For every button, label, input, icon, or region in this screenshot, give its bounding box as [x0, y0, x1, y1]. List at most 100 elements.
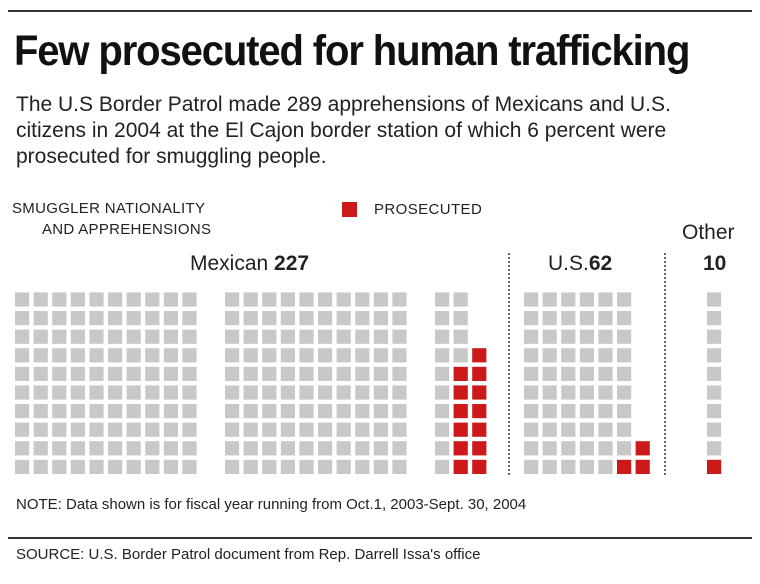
apprehension-square-us	[579, 441, 594, 456]
apprehension-square-mexican	[15, 385, 30, 400]
apprehension-square-mexican	[70, 329, 85, 344]
apprehension-square-mexican	[280, 404, 295, 419]
apprehension-square-mexican	[373, 329, 388, 344]
apprehension-square-mexican	[70, 366, 85, 381]
apprehension-square-us	[524, 292, 539, 307]
apprehension-square-mexican	[52, 311, 67, 326]
divider-mexican-us	[508, 253, 510, 475]
apprehension-square-mexican	[336, 385, 351, 400]
prosecuted-square-us	[635, 441, 650, 456]
apprehension-square-mexican	[52, 329, 67, 344]
apprehension-square-mexican	[126, 385, 141, 400]
prosecuted-square-mexican	[472, 366, 487, 381]
apprehension-square-mexican	[33, 404, 48, 419]
apprehension-square-mexican	[70, 441, 85, 456]
apprehension-square-mexican	[225, 292, 240, 307]
apprehension-square-us	[579, 422, 594, 437]
apprehension-square-mexican	[336, 441, 351, 456]
apprehension-square-mexican	[392, 329, 407, 344]
apprehension-square-mexican	[280, 329, 295, 344]
apprehension-square-mexican	[373, 385, 388, 400]
prosecuted-square-mexican	[453, 404, 468, 419]
apprehension-square-mexican	[108, 292, 123, 307]
apprehension-square-us	[561, 348, 576, 363]
apprehension-square-mexican	[336, 422, 351, 437]
apprehension-square-other	[707, 311, 722, 326]
apprehension-square-mexican	[336, 329, 351, 344]
apprehension-square-mexican	[225, 422, 240, 437]
prosecuted-square-mexican	[472, 348, 487, 363]
apprehension-square-us	[598, 404, 613, 419]
apprehension-square-other	[707, 292, 722, 307]
apprehension-square-mexican	[108, 366, 123, 381]
apprehension-square-mexican	[52, 404, 67, 419]
apprehension-square-us	[617, 422, 632, 437]
apprehension-square-mexican	[163, 404, 178, 419]
apprehension-square-mexican	[262, 404, 277, 419]
apprehension-square-us	[542, 329, 557, 344]
apprehension-square-us	[617, 404, 632, 419]
apprehension-square-mexican	[262, 366, 277, 381]
legend-prosecuted: PROSECUTED	[342, 200, 482, 218]
bottom-rule	[8, 537, 752, 539]
apprehension-square-mexican	[336, 311, 351, 326]
apprehension-square-mexican	[299, 329, 314, 344]
apprehension-square-mexican	[33, 329, 48, 344]
apprehension-square-us	[579, 311, 594, 326]
apprehension-square-mexican	[243, 459, 258, 474]
chart-subtitle: The U.S Border Patrol made 289 apprehens…	[16, 93, 671, 168]
prosecuted-square-mexican	[472, 441, 487, 456]
apprehension-square-mexican	[392, 385, 407, 400]
apprehension-square-mexican	[15, 404, 30, 419]
apprehension-square-mexican	[182, 422, 197, 437]
apprehension-square-mexican	[145, 311, 160, 326]
apprehension-square-mexican	[70, 422, 85, 437]
apprehension-square-mexican	[392, 459, 407, 474]
apprehension-square-us	[561, 459, 576, 474]
apprehension-square-us	[617, 385, 632, 400]
apprehension-square-mexican	[225, 348, 240, 363]
source-line: SOURCE: U.S. Border Patrol document from…	[16, 546, 481, 563]
apprehension-square-mexican	[336, 348, 351, 363]
apprehension-square-mexican	[15, 441, 30, 456]
apprehension-square-mexican	[392, 292, 407, 307]
apprehension-square-mexican	[15, 366, 30, 381]
apprehension-square-mexican	[262, 329, 277, 344]
apprehension-square-mexican	[145, 441, 160, 456]
prosecuted-square-mexican	[472, 422, 487, 437]
apprehension-square-us	[524, 311, 539, 326]
apprehension-square-mexican	[126, 292, 141, 307]
apprehension-square-mexican	[280, 422, 295, 437]
apprehension-square-mexican	[145, 404, 160, 419]
apprehension-square-mexican	[262, 422, 277, 437]
top-rule	[8, 10, 752, 12]
prosecuted-square-mexican	[453, 366, 468, 381]
prosecuted-square-mexican	[453, 441, 468, 456]
apprehension-square-us	[542, 404, 557, 419]
apprehension-square-us	[542, 366, 557, 381]
apprehension-square-us	[561, 366, 576, 381]
apprehension-square-mexican	[318, 441, 333, 456]
apprehension-square-mexican	[299, 348, 314, 363]
apprehension-square-mexican	[299, 311, 314, 326]
apprehension-square-mexican	[89, 385, 104, 400]
apprehension-square-mexican	[108, 348, 123, 363]
apprehension-square-us	[542, 459, 557, 474]
apprehension-square-mexican	[163, 311, 178, 326]
prosecuted-square-mexican	[472, 459, 487, 474]
apprehension-square-mexican	[52, 441, 67, 456]
apprehension-square-mexican	[280, 441, 295, 456]
apprehension-square-mexican	[373, 459, 388, 474]
apprehension-square-mexican	[373, 311, 388, 326]
apprehension-square-us	[617, 311, 632, 326]
apprehension-square-us	[561, 311, 576, 326]
apprehension-square-us	[542, 422, 557, 437]
apprehension-square-mexican	[373, 441, 388, 456]
apprehension-square-mexican	[355, 422, 370, 437]
apprehension-square-other	[707, 441, 722, 456]
apprehension-square-mexican	[126, 441, 141, 456]
apprehension-square-mexican	[225, 441, 240, 456]
apprehension-square-us	[561, 404, 576, 419]
apprehension-square-mexican	[163, 329, 178, 344]
apprehension-square-mexican	[453, 329, 468, 344]
